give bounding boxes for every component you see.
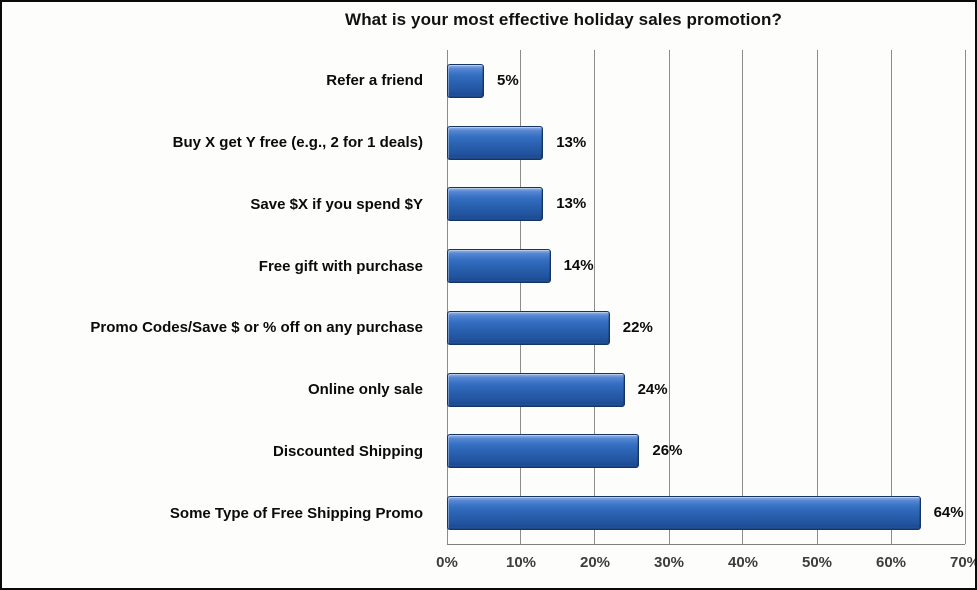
bar-value-label: 13% — [556, 195, 587, 213]
bar-value-label: 22% — [622, 318, 653, 336]
bar-5 — [447, 310, 610, 345]
bar-4 — [447, 249, 551, 284]
category-label: Buy X get Y free (e.g., 2 for 1 deals) — [172, 134, 423, 152]
x-tick-label: 0% — [436, 554, 458, 571]
category-label: Promo Codes/Save $ or % off on any purch… — [90, 319, 423, 337]
chart-title: What is your most effective holiday sale… — [345, 10, 782, 29]
bar-6 — [447, 372, 625, 407]
x-tick-label: 60% — [875, 554, 907, 571]
category-label: Discounted Shipping — [273, 442, 423, 460]
bar-value-label: 64% — [933, 504, 964, 522]
bar-value-label: 26% — [652, 442, 683, 460]
x-tick-label: 20% — [579, 554, 611, 571]
bar-value-label: 14% — [563, 257, 594, 275]
x-tick-label: 40% — [727, 554, 759, 571]
category-label: Free gift with purchase — [258, 257, 423, 275]
bar-8 — [447, 496, 921, 531]
plot-area: 5% 13% 13% 14% 22% 24% 26% 64% — [446, 50, 966, 545]
x-tick-label: 10% — [505, 554, 537, 571]
gridline-20% — [594, 50, 596, 544]
gridline-60% — [890, 50, 892, 544]
bar-7 — [447, 434, 640, 469]
gridline-10% — [520, 50, 522, 544]
x-axis: 0% 10% 20% 30% 40% 50% 60% 70% — [436, 550, 975, 574]
bar-1 — [447, 63, 484, 98]
bar-value-label: 24% — [637, 380, 668, 398]
bar-value-label: 13% — [556, 133, 587, 151]
category-label-column: Refer a friend Buy X get Y free (e.g., 2 … — [2, 50, 435, 544]
bar-value-label: 5% — [496, 71, 519, 89]
category-label: Online only sale — [307, 381, 423, 399]
bar-2 — [447, 125, 544, 160]
x-tick-label: 70% — [949, 554, 975, 571]
category-label: Refer a friend — [326, 72, 423, 90]
gridline-70% — [964, 50, 966, 544]
category-label: Save $X if you spend $Y — [250, 195, 423, 213]
gridline-50% — [816, 50, 818, 544]
category-label: Some Type of Free Shipping Promo — [169, 504, 423, 522]
gridline-40% — [742, 50, 744, 544]
gridline-30% — [668, 50, 670, 544]
x-tick-label: 50% — [801, 554, 833, 571]
gridline-0% — [446, 50, 448, 544]
bar-3 — [447, 187, 544, 222]
x-tick-label: 30% — [653, 554, 685, 571]
